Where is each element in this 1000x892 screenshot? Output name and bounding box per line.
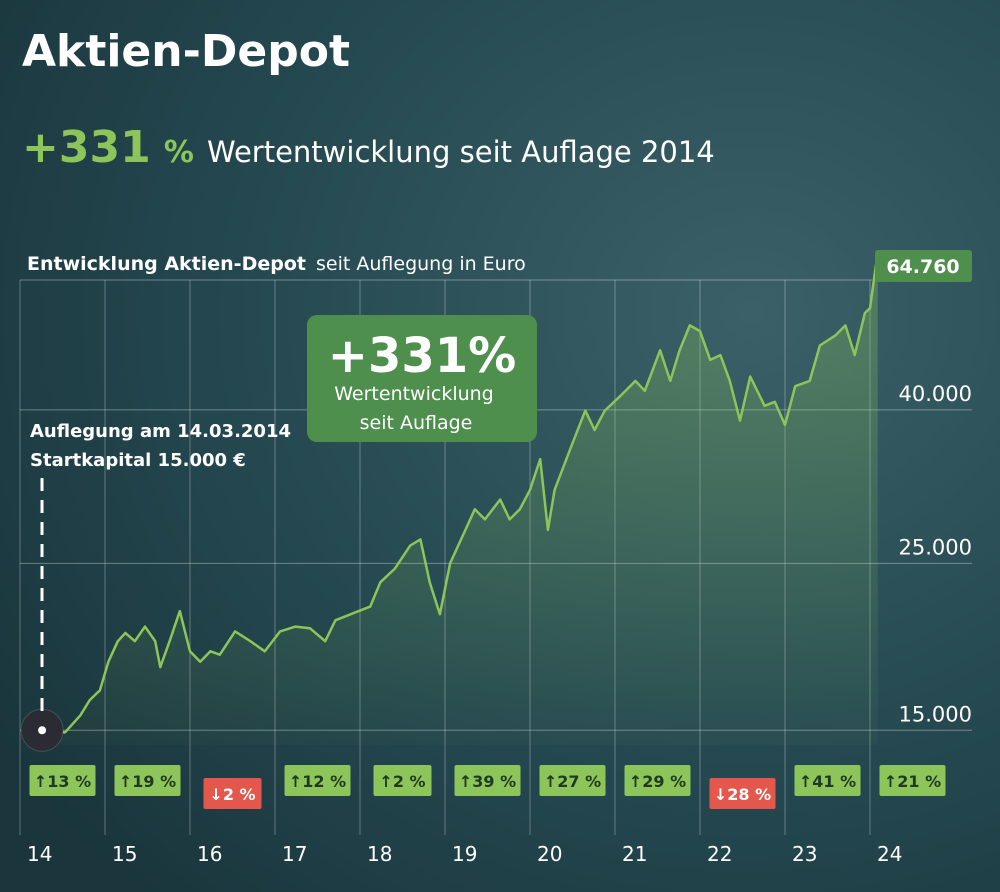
return-badge-label: ↑29 % — [629, 772, 686, 791]
x-tick-label: 22 — [707, 842, 732, 866]
return-badge: ↑39 % — [454, 765, 521, 796]
chart-subtitle: seit Auflegung in Euro — [316, 253, 526, 275]
x-tick-label: 15 — [112, 842, 137, 866]
y-tick-label: 40.000 — [899, 382, 972, 406]
x-tick-label: 18 — [367, 842, 392, 866]
y-tick-label: 25.000 — [899, 535, 972, 559]
annotation: Startkapital 15.000 € — [30, 450, 246, 471]
return-badge-label: ↑13 % — [34, 772, 91, 791]
callout-box — [307, 315, 537, 442]
return-badge-box — [794, 765, 861, 796]
callout-text: seit Auflage — [360, 412, 473, 434]
return-badge: ↑2 % — [373, 765, 432, 796]
x-tick-label: 14 — [27, 842, 52, 866]
page-title: Aktien-Depot — [22, 26, 350, 77]
return-badge-box — [114, 765, 181, 796]
end-label-box — [875, 250, 972, 282]
return-badge-label: ↓28 % — [714, 785, 771, 804]
plot: 14 15 16 17 18 19 20 21 22 23 24 15.000 25.000 40.000… — [19, 252, 972, 866]
return-badge: ↑41 % — [794, 765, 861, 796]
chart-heading: Entwicklung Aktien-Depot seit Auflegung … — [27, 253, 526, 275]
return-badge-box — [454, 765, 521, 796]
headline-text: Wertentwicklung seit Auflage 2014 — [207, 135, 715, 169]
x-tick-label: 21 — [622, 842, 647, 866]
annotation: Auflegung am 14.03.2014 — [30, 421, 291, 442]
return-badge: ↑29 % — [624, 765, 691, 796]
return-badge-label: ↑12 % — [289, 772, 346, 791]
x-tick-label: 17 — [282, 842, 307, 866]
callout-text: Wertentwicklung — [334, 383, 494, 405]
return-badge-box — [29, 765, 96, 796]
return-badge-box — [284, 765, 351, 796]
return-badge-box — [203, 778, 262, 809]
return-badge: ↓28 % — [709, 778, 776, 809]
return-badge-label: ↓2 % — [209, 785, 255, 804]
return-badge-box — [879, 765, 946, 796]
end-label: 64.760 — [886, 256, 959, 278]
return-badge-box — [709, 778, 776, 809]
start-dot — [38, 726, 47, 735]
return-badge-box — [539, 765, 606, 796]
return-badge-label: ↑39 % — [459, 772, 516, 791]
y-tick-label: 15.000 — [899, 702, 972, 726]
x-tick-label: 23 — [792, 842, 817, 866]
return-badge-label: ↑2 % — [379, 772, 425, 791]
return-badge-box — [373, 765, 432, 796]
headline: +331 % Wertentwicklung seit Auflage 2014 — [22, 122, 715, 173]
x-tick-label: 16 — [197, 842, 222, 866]
return-badge-label: ↑41 % — [799, 772, 856, 791]
return-badge-label: ↑21 % — [884, 772, 941, 791]
return-badge: ↑12 % — [284, 765, 351, 796]
return-badge: ↑27 % — [539, 765, 606, 796]
return-badge: ↑21 % — [879, 765, 946, 796]
area — [42, 252, 878, 745]
line — [41, 252, 879, 734]
return-badge: ↓2 % — [203, 778, 262, 809]
callout-value: +331% — [328, 328, 517, 384]
return-badge-label: ↑19 % — [119, 772, 176, 791]
return-badge-label: ↑27 % — [544, 772, 601, 791]
headline-value: +331 — [22, 122, 151, 173]
return-badge: ↑13 % — [29, 765, 96, 796]
return-badge-box — [624, 765, 691, 796]
headline-unit: % — [164, 135, 194, 170]
x-tick-label: 20 — [537, 842, 562, 866]
x-tick-label: 19 — [452, 842, 477, 866]
x-tick-label: 24 — [877, 842, 902, 866]
chart-title: Entwicklung Aktien-Depot — [27, 253, 306, 275]
return-badge: ↑19 % — [114, 765, 181, 796]
